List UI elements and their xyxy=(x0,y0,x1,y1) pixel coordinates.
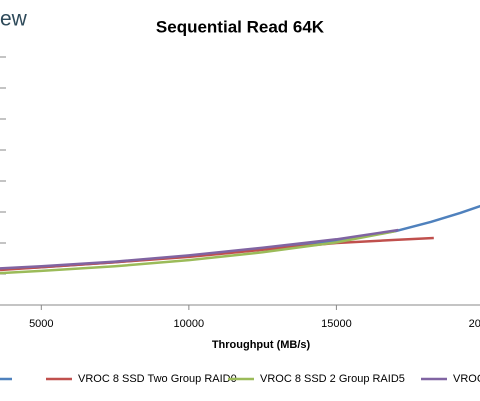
series-line xyxy=(0,229,396,275)
series-line xyxy=(0,228,399,270)
chart-title: Sequential Read 64K xyxy=(156,17,325,36)
series-line xyxy=(0,204,480,271)
legend-label: VROC xyxy=(453,373,480,385)
x-tick-label: 15000 xyxy=(321,318,352,330)
logo-text: ew xyxy=(0,8,28,31)
legend-label: VROC 8 SSD Two Group RAID0 xyxy=(78,373,237,385)
x-tick-label: 5000 xyxy=(29,318,53,330)
x-axis-title: Throughput (MB/s) xyxy=(212,339,311,351)
x-tick-label: 20000 xyxy=(469,318,480,330)
x-tick-label: 10000 xyxy=(174,318,205,330)
legend-label: VROC 8 SSD 2 Group RAID5 xyxy=(260,373,405,385)
